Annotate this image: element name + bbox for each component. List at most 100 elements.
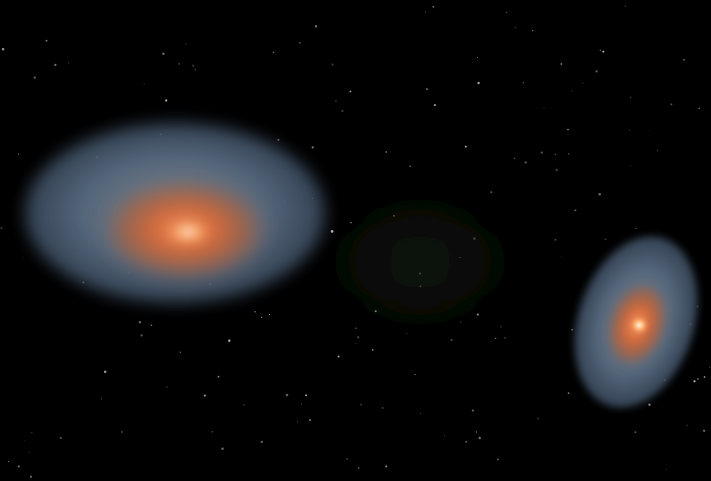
star: [100, 398, 103, 400]
star: [670, 103, 673, 106]
star: [698, 107, 700, 109]
star: [381, 406, 384, 409]
star: [28, 451, 30, 454]
star: [476, 56, 478, 59]
star: [192, 64, 195, 67]
star: [330, 230, 334, 233]
star: [703, 376, 706, 378]
star: [409, 165, 411, 168]
star: [260, 316, 263, 319]
star: [696, 377, 700, 381]
star: [708, 366, 711, 368]
star: [571, 90, 573, 92]
star: [513, 157, 515, 159]
star: [478, 436, 481, 440]
star: [297, 421, 298, 423]
star: [495, 337, 497, 339]
star: [432, 5, 435, 8]
star: [121, 431, 123, 433]
star: [514, 27, 516, 28]
star: [385, 465, 388, 468]
star: [554, 238, 557, 241]
star: [686, 424, 688, 427]
star: [433, 103, 437, 107]
star: [68, 62, 70, 64]
star: [393, 214, 395, 217]
star: [165, 99, 168, 102]
star: [595, 70, 598, 73]
star: [228, 339, 231, 342]
star: [22, 256, 24, 258]
star: [337, 355, 340, 358]
star: [540, 151, 543, 154]
star: [414, 373, 416, 376]
star: [598, 192, 601, 196]
star: [185, 43, 187, 45]
star: [560, 63, 563, 65]
star: [477, 81, 480, 85]
star: [357, 336, 360, 339]
star: [702, 429, 706, 432]
star: [243, 404, 245, 406]
star: [305, 394, 307, 397]
star: [346, 458, 348, 460]
star: [268, 313, 270, 316]
star: [506, 11, 508, 14]
star: [166, 386, 168, 388]
star: [0, 227, 3, 229]
star: [567, 128, 569, 131]
star: [17, 465, 20, 468]
star: [162, 52, 165, 55]
star: [178, 62, 181, 65]
star: [140, 334, 143, 337]
star: [385, 151, 388, 153]
star: [300, 403, 302, 405]
star: [649, 130, 651, 132]
star: [7, 460, 10, 463]
star: [571, 329, 573, 331]
star: [143, 83, 145, 85]
left-galaxy: [25, 123, 325, 303]
star: [693, 380, 696, 383]
star: [496, 458, 499, 461]
star: [574, 209, 577, 212]
star: [260, 440, 263, 444]
star: [531, 29, 534, 32]
star: [334, 100, 337, 103]
star: [471, 409, 474, 412]
star: [582, 82, 584, 84]
star: [194, 68, 197, 71]
star-field: [0, 5, 711, 478]
star: [23, 440, 25, 442]
star: [103, 370, 107, 374]
right-galaxy: [574, 236, 698, 408]
star: [500, 325, 502, 328]
star: [554, 153, 557, 156]
star: [33, 76, 36, 79]
star: [298, 41, 301, 44]
star: [179, 351, 181, 353]
star: [630, 165, 632, 167]
star: [203, 394, 206, 397]
star: [567, 152, 570, 155]
star: [560, 256, 562, 258]
star: [360, 403, 363, 406]
star: [31, 432, 33, 434]
star: [443, 435, 446, 437]
star: [29, 475, 33, 478]
star: [490, 191, 493, 194]
tidal-glow: [270, 172, 570, 352]
star: [54, 63, 57, 67]
star: [138, 320, 142, 324]
star: [555, 168, 558, 172]
star: [308, 418, 312, 422]
star: [475, 431, 478, 433]
star: [418, 272, 421, 275]
star: [314, 25, 318, 28]
star: [648, 403, 651, 406]
star: [599, 49, 602, 52]
star: [604, 238, 607, 241]
star: [1, 47, 5, 51]
